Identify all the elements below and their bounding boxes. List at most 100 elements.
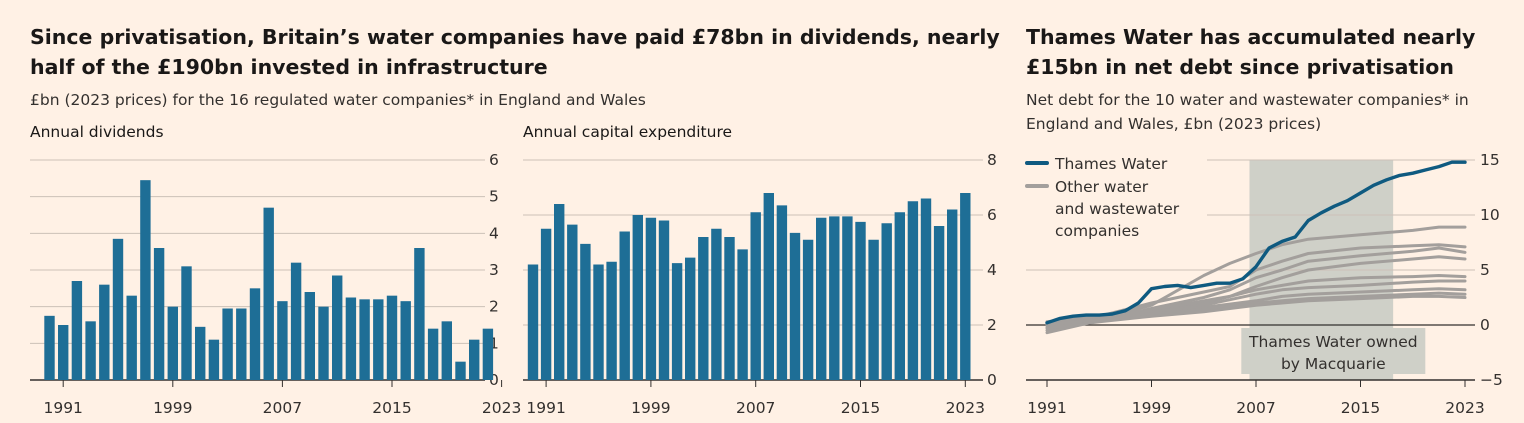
- dividends-bar: [441, 321, 452, 380]
- capex-bar: [960, 193, 971, 380]
- capex-bar: [855, 221, 866, 380]
- net_debt-xtick-label: 2007: [1236, 399, 1275, 417]
- capex-bar: [894, 212, 905, 380]
- net_debt-series-line-other: [1045, 294, 1467, 330]
- capex-bar: [933, 226, 945, 380]
- dividends-bar: [140, 180, 151, 380]
- dividends-bar: [400, 301, 411, 380]
- dividends-xtick-label: 1999: [153, 399, 192, 417]
- dividends-bar: [222, 308, 233, 380]
- dividends-ytick-label: 5: [489, 188, 499, 206]
- net_debt-shaded-label: by Macquarie: [1281, 355, 1386, 373]
- dividends-bar: [112, 238, 124, 380]
- capex-bar: [789, 232, 801, 380]
- capex-bar: [907, 201, 919, 380]
- capex-bar: [776, 205, 788, 380]
- capex-ytick-label: 6: [987, 206, 997, 224]
- dividends-bar: [249, 288, 261, 380]
- net_debt-ytick-label: 10: [1480, 206, 1500, 224]
- net_debt-ytick-label: −5: [1480, 371, 1503, 389]
- capex-bar: [802, 239, 814, 380]
- dividends-chart: 0 1 2 3 4 5 6 1991 1999 2007 2015 2023: [30, 151, 521, 417]
- dividends-bar: [236, 308, 247, 380]
- capex-chart: 0 2 4 6 8 1991 1999 2007 2015 2023: [523, 151, 997, 417]
- capex-bar: [527, 264, 539, 380]
- capex-bar: [645, 217, 657, 380]
- net_debt-series-line-thames: [1045, 160, 1467, 325]
- capex-bar: [711, 228, 722, 380]
- capex-xtick-label: 1999: [631, 399, 670, 417]
- net_debt-legend-bg: [1022, 150, 1207, 245]
- dividends-bar: [290, 262, 302, 380]
- net_debt-xtick-label: 1999: [1132, 399, 1171, 417]
- net_debt-series-line-other: [1045, 291, 1467, 327]
- net_debt-ytick-label: 15: [1480, 151, 1500, 169]
- dividends-ytick-label: 1: [489, 334, 499, 352]
- net_debt-legend: Thames Water Other water and wastewater com…: [1022, 150, 1207, 245]
- dividends-xtick-label: 2015: [372, 399, 411, 417]
- net_debt-chart: −5 0 5 10 15 1991 1999 2007 2015 2023 Thames Water…: [1022, 150, 1503, 417]
- capex-xtick-label: 1991: [526, 399, 565, 417]
- net_debt-ytick-label: 5: [1480, 261, 1490, 279]
- dividends-bar: [99, 284, 110, 380]
- dividends-bar: [263, 207, 274, 380]
- capex-ytick-label: 8: [987, 151, 997, 169]
- dividends-bar: [85, 321, 96, 380]
- capex-bar: [737, 249, 748, 380]
- dividends-bar: [208, 339, 220, 380]
- capex-bar: [606, 261, 617, 380]
- net_debt-shaded-label-bg: [1241, 328, 1426, 374]
- net_debt-xtick-label: 2023: [1445, 399, 1484, 417]
- net_debt-legend-label-other: and wastewater: [1055, 200, 1180, 218]
- capex-bar: [763, 193, 774, 380]
- capex-bar: [750, 212, 761, 380]
- capex-bar: [881, 223, 892, 380]
- dividends-bar: [153, 248, 165, 380]
- dividends-xtick-label: 1991: [43, 399, 82, 417]
- capex-xtick-label: 2023: [946, 399, 985, 417]
- dividends-bar: [332, 275, 343, 380]
- capex-bar: [947, 209, 958, 380]
- capex-bar: [698, 237, 709, 380]
- capex-ytick-label: 2: [987, 316, 997, 334]
- dividends-bar: [373, 299, 384, 380]
- capex-bar: [580, 243, 591, 380]
- left-title: Since privatisation, Britain’s water com…: [30, 25, 1000, 79]
- net_debt-legend-label-other: Other water: [1055, 178, 1149, 196]
- dividends-bar: [167, 306, 178, 380]
- right-title: Thames Water has accumulated nearly £15b…: [1026, 25, 1476, 79]
- dividends-bar: [304, 292, 315, 380]
- capex-bar: [593, 264, 604, 380]
- capex-bar: [554, 204, 565, 380]
- net_debt-xtick-label: 2015: [1341, 399, 1380, 417]
- dividends-xtick-label: 2007: [263, 399, 302, 417]
- capex-bar: [816, 217, 827, 380]
- capex-bar: [842, 216, 853, 380]
- dividends-bar: [345, 297, 357, 380]
- dividends-bar: [455, 361, 466, 380]
- capex-bar: [920, 198, 932, 380]
- capex-ytick-label: 0: [987, 371, 997, 389]
- dividends-bar: [126, 295, 137, 380]
- capex-xtick-label: 2007: [736, 399, 775, 417]
- dividends-bar: [386, 295, 398, 380]
- right-subtitle: Net debt for the 10 water and wastewater…: [1026, 91, 1469, 133]
- dividends-bar: [414, 248, 425, 380]
- dividends-panel-title: Annual dividends: [30, 123, 164, 141]
- dividends-bar: [469, 339, 480, 380]
- dividends-bar: [427, 328, 439, 380]
- capex-xtick-label: 2015: [841, 399, 880, 417]
- capex-ytick-label: 4: [987, 261, 997, 279]
- dividends-bar: [181, 266, 192, 380]
- dividends-ytick-label: 0: [489, 371, 499, 389]
- capex-bar: [685, 257, 696, 380]
- dividends-bar: [58, 325, 69, 380]
- capex-bar: [724, 237, 735, 380]
- capex-bar: [632, 215, 643, 380]
- dividends-ytick-label: 6: [489, 151, 499, 169]
- net_debt-legend-label-other: companies: [1055, 222, 1139, 240]
- dividends-ytick-label: 2: [489, 298, 499, 316]
- capex-bar: [829, 216, 840, 380]
